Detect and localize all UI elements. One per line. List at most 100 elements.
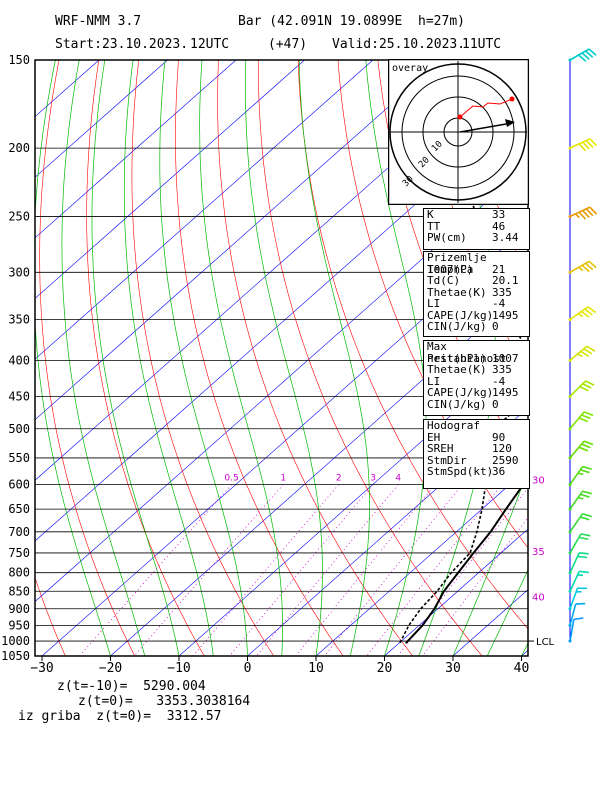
hodograph: overay 10 20 30	[388, 59, 529, 205]
panel-key: CIN(J/kg)	[427, 320, 487, 333]
wind-barb	[568, 260, 597, 274]
max-instability-panel: Max nestabilnost Prit(hPa) 1007 Thetae(K) 33…	[423, 340, 530, 416]
panel-value: 90	[492, 430, 506, 444]
valid-date: Valid:25.10.2023.	[332, 37, 466, 52]
pressure-tick-label: 700	[8, 525, 30, 539]
panel-key: Prit(hPa)	[427, 351, 487, 365]
panel-key: StmSpd(kt)	[427, 465, 494, 478]
panel-row: StmSpd(kt) 36	[424, 466, 529, 478]
dry-adiabat-line	[537, 60, 600, 656]
panel-key: StmDir	[427, 453, 467, 467]
panel-key: CIN(J/kg)	[427, 397, 487, 411]
panel-value: 335	[492, 285, 512, 299]
wind-barb	[568, 570, 589, 593]
temperature-tick-label: 30	[445, 661, 461, 675]
wind-barb	[568, 465, 592, 487]
z-zero: z(t=0)= 3353.3038164	[78, 694, 251, 709]
panel-row: StmDir 2590	[424, 453, 529, 467]
isotherm-line	[315, 467, 528, 656]
panel-key: LI	[427, 374, 441, 388]
wind-barb	[568, 551, 589, 575]
isotherm-line	[35, 60, 168, 178]
dry-adiabat-line	[175, 60, 344, 656]
panel-value: 46	[492, 219, 506, 233]
panel-key: Thetae(K)	[427, 363, 487, 376]
panel-row: CIN(J/kg) 0	[424, 321, 529, 333]
wind-barb	[568, 533, 591, 555]
z-zero-griba: iz griba z(t=0)= 3312.57	[18, 709, 222, 724]
dry-adiabat-line	[39, 60, 136, 656]
panel-title: Hodograf	[427, 419, 480, 432]
pressure-tick-label: 200	[8, 141, 30, 155]
hodograph-point	[457, 114, 463, 120]
pressure-tick-label: 650	[8, 502, 30, 516]
mixing-ratio-line	[79, 484, 232, 656]
mixing-ratio-line	[192, 484, 340, 656]
lcl-label: LCL	[536, 637, 555, 648]
surface-panel: Prizemlje 1007hPa Temp(C) 21 Td(C) 20.1 Theta…	[423, 251, 530, 337]
isotherm-line	[41, 225, 528, 656]
pressure-tick-label: 1000	[1, 634, 30, 648]
panel-value: -4	[492, 297, 506, 310]
pressure-tick-label: 800	[8, 566, 30, 580]
panel-value: 20.1	[492, 274, 519, 287]
panel-row: SREH 120	[424, 443, 529, 455]
panel-row: LI -4	[424, 374, 529, 388]
isotherm-line	[384, 528, 528, 656]
station-title: Bar (42.091N 19.0899E h=27m)	[238, 14, 465, 29]
panel-title: Max nestabilnost	[427, 340, 507, 365]
wind-barb	[568, 587, 588, 611]
mixing-ratio-line	[255, 484, 399, 656]
temperature-tick-label: −20	[99, 661, 122, 675]
isotherm-line	[35, 60, 305, 299]
panel-row: EH 90	[424, 430, 529, 444]
hodograph-point	[509, 96, 515, 102]
isotherm-line	[247, 407, 528, 656]
panel-title: Prizemlje 1007hPa	[427, 251, 487, 276]
panel-row: K 33	[424, 209, 529, 221]
temperature-tick-label: 40	[514, 661, 530, 675]
mixing-ratio-label: 3	[370, 474, 376, 484]
moist-adiabat-line	[245, 60, 323, 656]
isotherm-label: 35	[532, 547, 545, 558]
panel-value: 1495	[492, 308, 519, 322]
panel-row: Prit(hPa) 1007	[424, 351, 529, 365]
pressure-tick-label: 750	[8, 546, 30, 560]
valid-time: 11UTC	[462, 37, 502, 52]
temperature-tick-label: 10	[308, 661, 324, 675]
panel-key: Temp(C)	[427, 262, 474, 276]
pressure-tick-label: 400	[8, 353, 30, 367]
wind-barb	[568, 411, 594, 431]
panel-row: CIN(J/kg) 0	[424, 397, 529, 411]
panel-row: Thetae(K) 335	[424, 364, 529, 376]
mixing-ratio-label: 0.5	[224, 474, 238, 484]
hodograph-trace	[459, 98, 513, 118]
temperature-profile	[405, 477, 528, 644]
mixing-ratio-line	[422, 517, 528, 656]
isotherm-label: 40	[532, 593, 545, 604]
panel-key: LI	[427, 297, 441, 310]
wind-barb	[568, 617, 584, 643]
panel-value: 33	[492, 208, 506, 221]
pressure-tick-label: 350	[8, 313, 30, 327]
panel-row: Temp(C) 21	[424, 262, 529, 276]
panel-row: CAPE(J/kg) 1495	[424, 308, 529, 322]
wind-barb	[568, 380, 595, 398]
wind-barb	[568, 602, 586, 627]
pressure-tick-label: 950	[8, 618, 30, 632]
storm-motion-arrowhead	[505, 119, 515, 127]
panel-key: K	[427, 208, 434, 221]
panel-row: CAPE(J/kg) 1495	[424, 387, 529, 399]
mixing-ratio-label: 4	[395, 474, 401, 484]
panel-row: PW(cm) 3.44	[424, 232, 529, 244]
panel-value: 335	[492, 363, 512, 376]
wind-barb	[568, 490, 592, 511]
mixing-ratio-line	[133, 484, 284, 656]
panel-key: SREH	[427, 442, 454, 455]
temperature-tick-label: −30	[30, 661, 53, 675]
wind-barb	[568, 206, 598, 220]
isotherm-line	[35, 164, 528, 602]
pressure-tick-label: 850	[8, 584, 30, 598]
pressure-tick-label: 600	[8, 478, 30, 492]
